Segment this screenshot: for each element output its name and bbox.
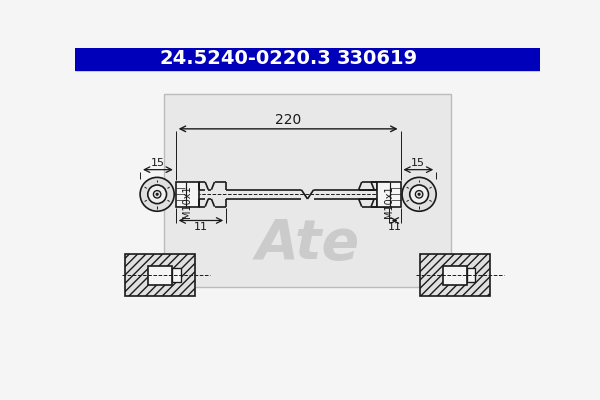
- Circle shape: [410, 185, 428, 204]
- Text: 24.5240-0220.3: 24.5240-0220.3: [160, 49, 331, 68]
- Circle shape: [155, 193, 159, 196]
- Bar: [377, 182, 401, 207]
- Text: Ate: Ate: [256, 217, 359, 271]
- Circle shape: [418, 193, 421, 196]
- Text: 330619: 330619: [337, 49, 418, 68]
- Text: M10x1: M10x1: [182, 185, 193, 218]
- Text: 220: 220: [275, 112, 301, 126]
- Bar: [164, 94, 451, 287]
- Bar: [148, 266, 172, 285]
- Bar: [420, 254, 490, 296]
- Bar: [75, 48, 540, 70]
- Text: 15: 15: [412, 158, 425, 168]
- Circle shape: [140, 177, 174, 211]
- Bar: [443, 266, 467, 285]
- Bar: [125, 254, 195, 296]
- Bar: [172, 268, 181, 282]
- Circle shape: [148, 185, 167, 204]
- Bar: [176, 182, 199, 207]
- Circle shape: [402, 177, 436, 211]
- Text: 11: 11: [194, 222, 208, 232]
- Text: 15: 15: [151, 158, 165, 168]
- Circle shape: [154, 190, 161, 198]
- Text: M10x1: M10x1: [384, 185, 394, 218]
- Bar: [467, 268, 475, 282]
- Circle shape: [415, 190, 423, 198]
- Text: 11: 11: [388, 222, 401, 232]
